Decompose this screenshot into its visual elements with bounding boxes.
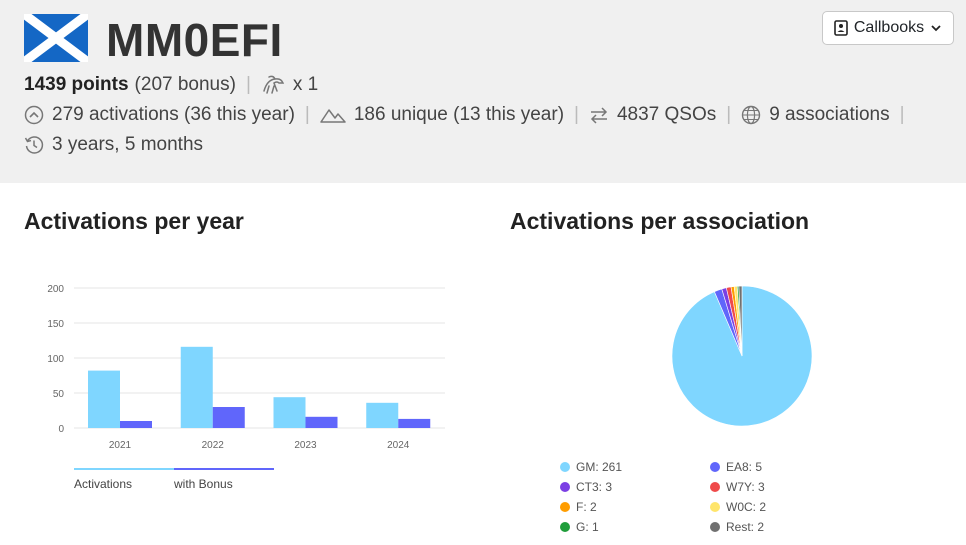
- divider: |: [899, 104, 905, 125]
- callsign-title: MM0EFI: [106, 14, 283, 66]
- arrows-exchange-icon: [590, 107, 608, 124]
- bonus-value: (207 bonus): [134, 74, 236, 95]
- pie-legend-item[interactable]: W0C: 2: [710, 500, 766, 514]
- legend-label: W7Y: 3: [726, 480, 765, 494]
- y-tick-label: 0: [58, 424, 64, 435]
- associations-stat: 9 associations: [769, 104, 890, 125]
- bar-activations[interactable]: [180, 346, 213, 428]
- legend-dot: [710, 462, 720, 472]
- points-line: 1439 points (207 bonus) | x 1: [24, 74, 318, 96]
- y-tick-label: 150: [47, 319, 64, 330]
- legend-dot: [710, 502, 720, 512]
- globe-icon: [741, 105, 761, 125]
- pie-legend-item[interactable]: F: 2: [560, 500, 597, 514]
- legend-dot: [710, 522, 720, 532]
- pie-slice[interactable]: [738, 285, 743, 357]
- bar-with-bonus[interactable]: [305, 416, 338, 428]
- bar-with-bonus[interactable]: [398, 418, 431, 428]
- legend-dot: [560, 502, 570, 512]
- duration-line: 3 years, 5 months: [24, 134, 203, 156]
- legend-activations[interactable]: Activations: [74, 468, 174, 491]
- legend-label: CT3: 3: [576, 480, 613, 494]
- divider: |: [574, 104, 579, 125]
- legend-with-bonus[interactable]: with Bonus: [174, 468, 274, 491]
- chevron-up-circle-icon: [24, 105, 44, 125]
- divider: |: [245, 74, 251, 95]
- address-book-icon: [834, 20, 848, 36]
- activations-per-association-title: Activations per association: [510, 208, 810, 234]
- activations-per-year-chart: 0 50 100 150 200 2021 2022 2023 2024: [47, 284, 445, 451]
- x-tick-label: 2022: [202, 440, 225, 451]
- scotland-flag-icon: [24, 14, 88, 62]
- y-tick-label: 200: [47, 284, 64, 295]
- legend-dot: [560, 482, 570, 492]
- callbooks-label: Callbooks: [853, 19, 925, 36]
- y-tick-label: 100: [47, 354, 64, 365]
- y-tick-label: 50: [53, 389, 65, 400]
- pie-legend-item[interactable]: W7Y: 3: [710, 480, 765, 494]
- mountain-goat-icon: [263, 75, 284, 94]
- qsos-stat: 4837 QSOs: [616, 104, 717, 125]
- pie-legend-item[interactable]: EA8: 5: [710, 460, 762, 474]
- x-tick-label: 2024: [387, 440, 410, 451]
- legend-dot: [560, 462, 570, 472]
- legend-with-bonus-swatch: [174, 468, 274, 470]
- legend-label: GM: 261: [576, 460, 623, 474]
- bar-with-bonus[interactable]: [212, 407, 245, 428]
- activations-per-association-pie: [671, 285, 813, 427]
- bar-with-bonus[interactable]: [120, 421, 152, 428]
- legend-label: F: 2: [576, 500, 597, 514]
- activations-stat: 279 activations (36 this year): [52, 104, 295, 125]
- multiplier-value: x 1: [292, 74, 319, 95]
- legend-activations-label: Activations: [74, 477, 133, 491]
- legend-label: EA8: 5: [726, 460, 763, 474]
- x-tick-label: 2023: [294, 440, 317, 451]
- chevron-down-icon: [931, 25, 941, 32]
- history-icon: [24, 136, 44, 154]
- bar-activations[interactable]: [88, 370, 120, 428]
- activations-per-year-title: Activations per year: [24, 208, 244, 234]
- activity-line: 279 activations (36 this year) | 186 uni…: [24, 104, 915, 126]
- bar-activations[interactable]: [273, 397, 306, 428]
- pie-legend-item[interactable]: G: 1: [560, 520, 599, 534]
- legend-label: Rest: 2: [726, 520, 765, 534]
- pie-legend-item[interactable]: GM: 261: [560, 460, 622, 474]
- pie-legend-item[interactable]: CT3: 3: [560, 480, 612, 494]
- pie-legend-item[interactable]: Rest: 2: [710, 520, 764, 534]
- legend-activations-swatch: [74, 468, 174, 470]
- divider: |: [304, 104, 310, 125]
- legend-dot: [560, 522, 570, 532]
- legend-with-bonus-label: with Bonus: [174, 477, 233, 491]
- divider: |: [726, 104, 732, 125]
- legend-label: W0C: 2: [726, 500, 767, 514]
- points-value: 1439 points: [24, 74, 129, 95]
- mountains-icon: [320, 109, 346, 123]
- x-tick-label: 2021: [109, 440, 132, 451]
- summary-header: MM0EFI Callbooks 1439 points (207 bonus)…: [0, 0, 966, 183]
- callbooks-dropdown-button[interactable]: Callbooks: [822, 11, 954, 45]
- unique-stat: 186 unique (13 this year): [353, 104, 565, 125]
- duration-stat: 3 years, 5 months: [52, 134, 204, 155]
- legend-label: G: 1: [576, 520, 599, 534]
- legend-dot: [710, 482, 720, 492]
- bar-activations[interactable]: [366, 402, 399, 428]
